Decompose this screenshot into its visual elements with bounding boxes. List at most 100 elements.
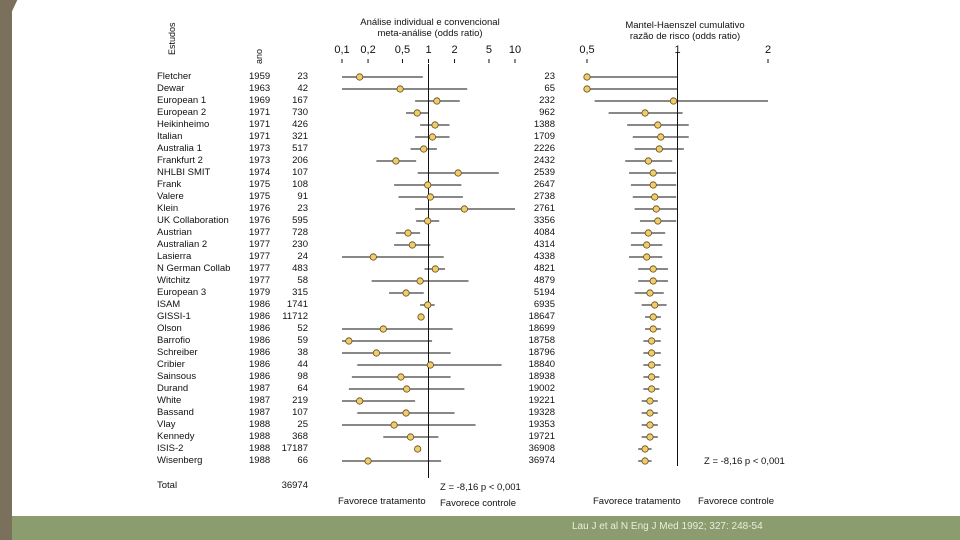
chart1-point (356, 73, 364, 81)
study-n: 368 (292, 431, 308, 442)
chart1-point (417, 313, 425, 321)
study-name: Witchitz (157, 275, 191, 286)
study-n: 426 (292, 119, 308, 130)
study-n: 321 (292, 131, 308, 142)
chart2-point (583, 85, 591, 93)
study-year: 1987 (249, 383, 271, 394)
chart2-title-line1: Mantel-Haenszel cumulativo (625, 20, 745, 31)
chart2-point (652, 205, 660, 213)
chart2-point (647, 337, 656, 345)
study-n: 91 (297, 191, 308, 202)
chart2-point (643, 241, 651, 249)
chart1-point (345, 337, 353, 345)
study-year: 1971 (249, 131, 271, 142)
chart2-title: Mantel-Haenszel cumulativo razão de risc… (580, 20, 790, 42)
study-year: 1986 (249, 371, 271, 382)
study-name: Frank (157, 179, 182, 190)
study-n: 38 (297, 347, 308, 358)
chart2-point (655, 145, 663, 153)
chart1-point (404, 229, 412, 237)
study-name: White (157, 395, 182, 406)
chart2-point (644, 157, 652, 165)
chart1-point (428, 133, 437, 141)
study-name: UK Collaboration (157, 215, 229, 226)
study-n: 42 (297, 83, 308, 94)
study-name: Wisenberg (157, 455, 203, 466)
study-cumulative-n: 1388 (533, 119, 555, 130)
chart1-point (369, 253, 377, 261)
chart1-title-line2: meta-análise (odds ratio) (377, 28, 483, 39)
study-n: 98 (297, 371, 308, 382)
citation: Lau J et al N Eng J Med 1992; 327: 248-5… (572, 521, 763, 532)
chart1-point (424, 181, 432, 189)
study-name: Bassand (157, 407, 194, 418)
study-cumulative-n: 19721 (528, 431, 555, 442)
study-cumulative-n: 23 (544, 71, 555, 82)
study-name: Vlay (157, 419, 176, 430)
chart2-tick-label: 0,5 (579, 44, 594, 56)
study-cumulative-n: 3356 (533, 215, 555, 226)
study-n: 595 (292, 215, 308, 226)
study-year: 1988 (249, 455, 271, 466)
chart2-point (649, 325, 657, 333)
study-n: 66 (297, 455, 308, 466)
chart1-title-line1: Análise individual e convencional (360, 17, 500, 28)
study-name: NHLBI SMIT (157, 167, 211, 178)
chart2-point (651, 193, 659, 201)
study-cumulative-n: 18699 (528, 323, 555, 334)
study-name: N German Collab (157, 263, 231, 274)
chart1-stat: Z = -8,16 p < 0,001 (440, 482, 521, 493)
study-year: 1988 (249, 431, 271, 442)
study-n: 206 (292, 155, 308, 166)
study-name: Austrian (157, 227, 192, 238)
study-name: Valere (157, 191, 184, 202)
study-year: 1987 (249, 407, 271, 418)
chart2-point (644, 229, 652, 237)
study-n: 728 (292, 227, 308, 238)
chart1-point (460, 205, 468, 213)
study-year: 1977 (249, 275, 271, 286)
chart1-point (379, 325, 387, 333)
study-year: 1986 (249, 311, 271, 322)
study-n: 107 (292, 167, 308, 178)
chart1-point (364, 457, 372, 465)
study-name: European 2 (157, 107, 207, 118)
chart2-point (647, 361, 656, 369)
chart2-point (646, 433, 654, 441)
study-cumulative-n: 4821 (533, 263, 555, 274)
study-cumulative-n: 2539 (533, 167, 555, 178)
chart2-point (669, 97, 678, 105)
study-n: 107 (292, 407, 308, 418)
chart2-point (641, 109, 649, 117)
chart1-point (396, 85, 404, 93)
study-cumulative-n: 18796 (528, 347, 555, 358)
chart1-point (416, 277, 424, 285)
chart1-point (414, 445, 422, 453)
chart1-point (392, 157, 400, 165)
study-name: Frankfurt 2 (157, 155, 203, 166)
chart1-point (406, 433, 415, 441)
chart1-point (431, 121, 439, 129)
chart1-title: Análise individual e convencional meta-a… (325, 17, 535, 39)
chart2-point (643, 253, 651, 261)
study-cumulative-n: 19002 (528, 383, 555, 394)
study-name: Lasierra (157, 251, 192, 262)
study-name: Durand (157, 383, 189, 394)
study-name: Kennedy (157, 431, 195, 442)
study-name: Fletcher (157, 71, 192, 82)
total-label: Total (157, 480, 178, 491)
chart1-tick-label: 0,1 (334, 44, 349, 56)
chart1-point (397, 373, 405, 381)
chart1-point (426, 193, 434, 201)
study-name: Heikinheimo (157, 119, 210, 130)
study-year: 1973 (249, 143, 271, 154)
chart1-point (356, 397, 364, 405)
chart1-tick-label: 0,5 (395, 44, 410, 56)
study-cumulative-n: 2226 (533, 143, 555, 154)
study-name: Italian (157, 131, 183, 142)
study-n: 59 (297, 335, 308, 346)
study-name: Schreiber (157, 347, 198, 358)
study-year: 1977 (249, 263, 271, 274)
study-cumulative-n: 36974 (528, 455, 555, 466)
